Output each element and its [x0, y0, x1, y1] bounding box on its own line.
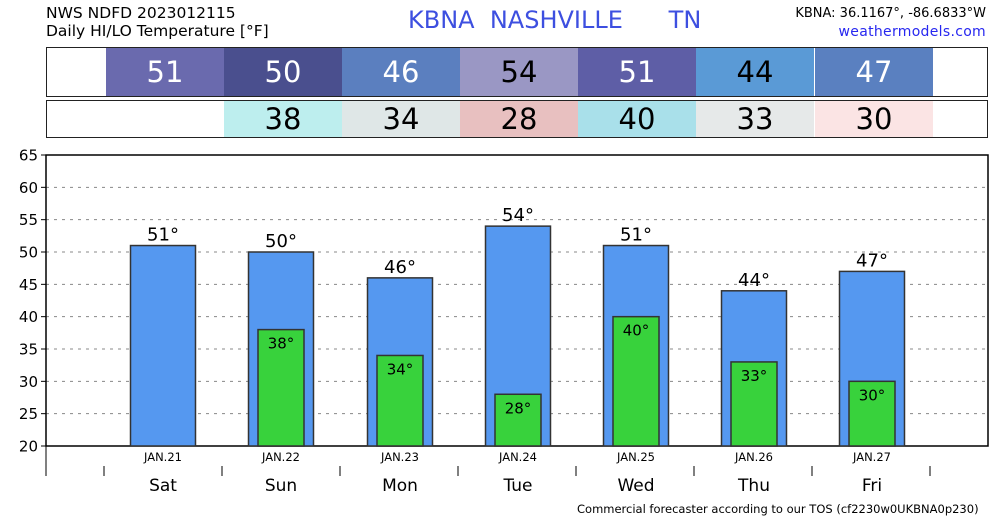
y-tick-label: 50: [19, 244, 38, 262]
low-data-label: 30°: [859, 386, 886, 404]
header-right: KBNA: 36.1167°, -86.6833°W weathermodels…: [795, 4, 986, 42]
station-title: KBNA NASHVILLE TN: [408, 6, 702, 34]
high-temp-cell: 44: [696, 48, 814, 96]
date-label: JAN.27: [852, 450, 891, 464]
low-data-label: 28°: [505, 399, 532, 417]
high-temp-cell: 50: [224, 48, 342, 96]
high-temp-cell: 54: [460, 48, 578, 96]
high-temp-cell: 51: [106, 48, 224, 96]
high-data-label: 51°: [620, 225, 652, 246]
low-temp-cell: 34: [342, 101, 460, 137]
low-temp-cell: 28: [460, 101, 578, 137]
low-bar: [612, 315, 660, 447]
date-label: JAN.23: [380, 450, 419, 464]
site-link[interactable]: weathermodels.com: [838, 24, 986, 40]
low-bar: [730, 361, 778, 447]
day-label: Sun: [265, 476, 297, 496]
high-temp-cell: 51: [578, 48, 696, 96]
high-data-label: 54°: [502, 205, 534, 226]
low-bar: [257, 328, 305, 447]
low-data-label: 34°: [387, 360, 414, 378]
high-bar: [129, 244, 197, 447]
low-temp-cell: 33: [696, 101, 814, 137]
y-tick-label: 45: [19, 276, 38, 294]
low-temp-cell: 30: [815, 101, 933, 137]
day-label: Fri: [862, 476, 882, 496]
high-data-label: 51°: [147, 225, 179, 246]
low-temp-cell: 40: [578, 101, 696, 137]
y-tick-label: 35: [19, 341, 38, 359]
y-tick-label: 30: [19, 373, 38, 391]
high-data-label: 47°: [856, 250, 888, 271]
footer-note: Commercial forecaster according to our T…: [577, 502, 979, 516]
day-label: Mon: [382, 476, 418, 496]
y-tick-label: 60: [19, 179, 38, 197]
coordinates-label: KBNA: 36.1167°, -86.6833°W: [795, 6, 986, 21]
high-temp-cell: 46: [342, 48, 460, 96]
low-data-label: 38°: [268, 335, 295, 353]
y-tick-label: 25: [19, 405, 38, 423]
day-label: Wed: [617, 476, 654, 496]
y-tick-label: 55: [19, 211, 38, 229]
high-data-label: 50°: [265, 231, 297, 252]
low-data-label: 33°: [741, 367, 768, 385]
low-bar: [494, 393, 542, 447]
low-data-label: 40°: [623, 322, 650, 340]
day-label: Sat: [149, 476, 177, 496]
date-label: JAN.26: [734, 450, 773, 464]
day-label: Tue: [502, 476, 532, 496]
date-label: JAN.22: [261, 450, 300, 464]
header-left: NWS NDFD 2023012115 Daily HI/LO Temperat…: [46, 4, 269, 40]
high-data-label: 46°: [384, 257, 416, 278]
product-label: Daily HI/LO Temperature [°F]: [46, 22, 269, 40]
model-run-label: NWS NDFD 2023012115: [46, 4, 236, 22]
low-bar: [848, 380, 896, 447]
low-bar: [376, 354, 424, 447]
y-tick-label: 65: [19, 147, 38, 165]
low-temp-cell: 38: [224, 101, 342, 137]
high-temp-cell: 47: [815, 48, 933, 96]
high-data-label: 44°: [738, 270, 770, 291]
y-tick-label: 40: [19, 308, 38, 326]
low-temp-cell: [106, 101, 224, 137]
high-temperature-strip: 51 50 46 54 51 44 47: [46, 47, 988, 97]
date-label: JAN.24: [498, 450, 537, 464]
date-label: JAN.25: [616, 450, 655, 464]
low-temperature-strip: 38 34 28 40 33 30: [46, 100, 988, 138]
day-label: Thu: [737, 476, 770, 496]
y-tick-label: 20: [19, 438, 38, 456]
date-label: JAN.21: [143, 450, 182, 464]
